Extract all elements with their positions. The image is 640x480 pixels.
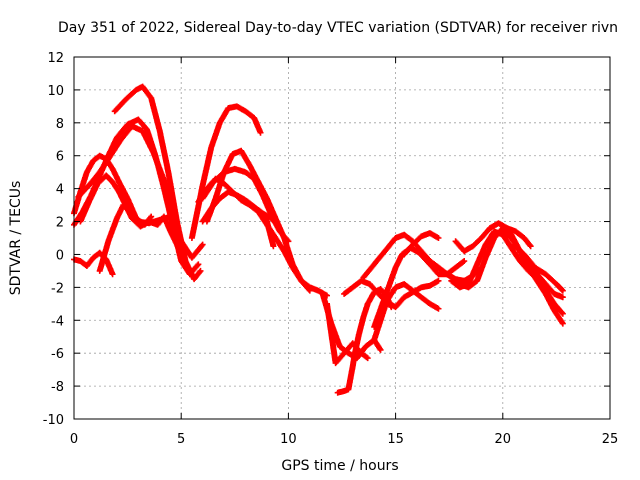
y-tick-label: 10: [47, 84, 64, 99]
x-tick-label: 0: [70, 432, 78, 447]
y-tick-label: -4: [51, 314, 64, 329]
x-tick-label: 15: [387, 432, 404, 447]
series-arc-13: [257, 208, 277, 250]
series-arc-7: [71, 249, 116, 278]
y-tick-label: 6: [56, 150, 64, 165]
y-tick-label: 8: [56, 117, 64, 132]
y-axis-title: SDTVAR / TECUs: [8, 181, 24, 296]
series-arc-15: [324, 300, 371, 367]
x-tick-label: 5: [177, 432, 185, 447]
plot-frame: [73, 56, 611, 420]
axis-ticks: [73, 56, 611, 420]
x-axis-title: GPS time / hours: [281, 458, 398, 474]
y-tick-label: 4: [56, 183, 64, 198]
series-arc-22: [452, 220, 534, 255]
x-tick-label: 25: [602, 432, 619, 447]
series-arc-21: [401, 230, 442, 258]
series-arc-20: [371, 281, 442, 343]
x-tick-label: 20: [495, 432, 512, 447]
y-tick-label: 2: [56, 216, 64, 231]
marker-trace: [510, 241, 566, 294]
marker-trace: [257, 208, 277, 250]
chart-title: Day 351 of 2022, Sidereal Day-to-day VTE…: [58, 20, 618, 36]
y-tick-label: 0: [56, 248, 64, 263]
y-tick-label: -8: [51, 380, 64, 395]
marker-trace: [71, 249, 116, 278]
series-arc-26: [510, 241, 566, 294]
y-tick-label: 12: [47, 51, 64, 66]
y-tick-label: -2: [51, 281, 64, 296]
y-tick-label: -10: [43, 413, 64, 428]
y-tick-labels: -10 -8 -6 -4 -2 0 2 4 6 8 10 12: [43, 51, 64, 428]
x-tick-labels: 0 5 10 15 20 25: [70, 432, 618, 447]
x-tick-label: 10: [280, 432, 297, 447]
marker-trace: [371, 281, 442, 343]
y-tick-label: -6: [51, 347, 64, 362]
marker-trace: [452, 220, 534, 255]
marker-trace: [401, 230, 442, 258]
marker-trace: [324, 300, 371, 367]
data-points: [71, 83, 566, 396]
